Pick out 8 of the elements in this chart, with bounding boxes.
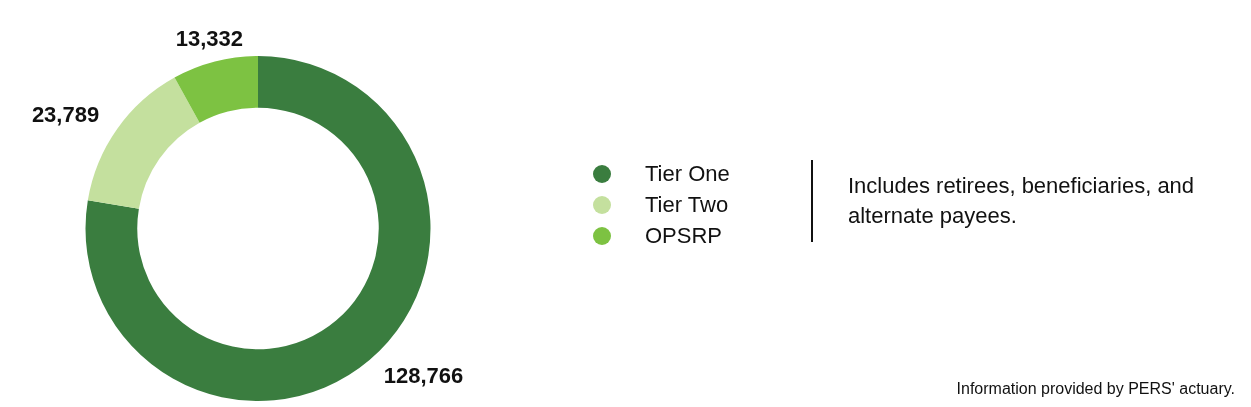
legend-label: Tier One [645,160,730,188]
text: Includes retirees, beneficiaries, and alternate payees. [848,172,1196,230]
data-label: 13,332 [175,26,244,52]
legend-label: OPSRP [645,222,723,250]
text: Information provided by PERS' actuary. [956,380,1235,398]
legend-label: Tier Two [645,191,729,219]
data-label: 23,789 [31,102,100,128]
data-label: 128,766 [383,362,464,388]
